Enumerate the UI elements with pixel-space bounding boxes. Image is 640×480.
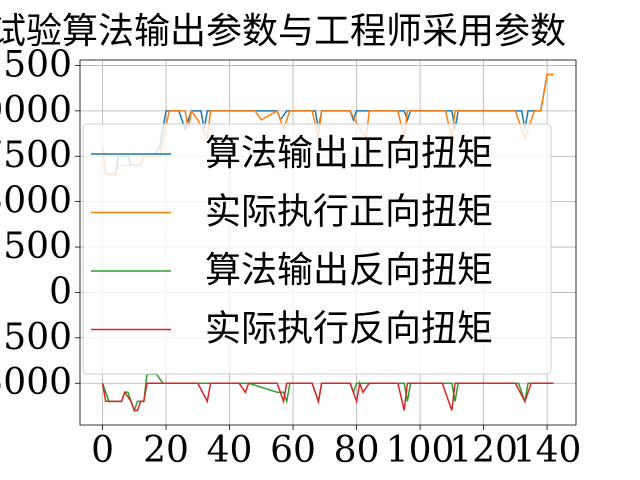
- y-tick-label: 10000: [0, 90, 72, 131]
- x-tick-label: 0: [91, 430, 114, 471]
- series-line: [101, 380, 554, 412]
- y-tick-label: 0: [49, 271, 72, 312]
- y-tick-label: 7500: [0, 135, 72, 176]
- y-tick-label: 12500: [0, 44, 72, 85]
- x-tick-label: 80: [334, 430, 380, 471]
- x-tick-label: 140: [513, 430, 582, 471]
- series-line: [101, 373, 554, 413]
- x-tick-label: 120: [449, 430, 518, 471]
- legend-label: 实际执行反向扭矩: [205, 309, 493, 350]
- x-tick-label: 20: [143, 430, 189, 471]
- y-tick-label: −2500: [0, 317, 72, 358]
- legend-box: [82, 123, 552, 375]
- y-tick-label: 2500: [0, 226, 72, 267]
- x-tick-label: 100: [386, 430, 455, 471]
- chart-title: 试验算法输出参数与工程师采用参数: [0, 11, 566, 52]
- x-tick-label: 40: [207, 430, 253, 471]
- legend-label: 实际执行正向扭矩: [205, 192, 493, 233]
- plot-frame: [79, 59, 577, 426]
- legend-label: 算法输出反向扭矩: [205, 250, 493, 291]
- x-tick-label: 60: [270, 430, 316, 471]
- legend-label: 算法输出正向扭矩: [205, 133, 493, 174]
